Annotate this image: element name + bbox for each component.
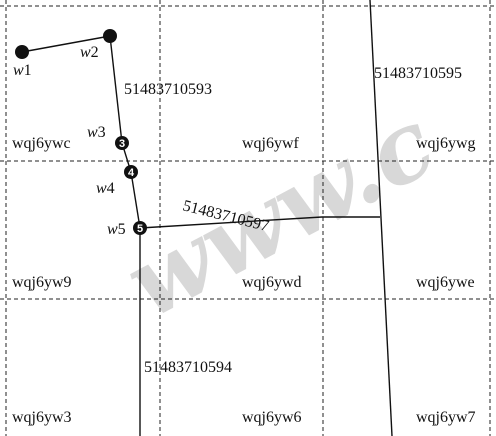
waypoint-label-w5-prefix: w	[107, 221, 118, 238]
cell-label-wqj6ywd: wqj6ywd	[242, 274, 302, 291]
cell-label-wqj6ywg: wqj6ywg	[416, 135, 476, 152]
waypoint-label-w3-num: 3	[98, 124, 106, 141]
waypoint-label-w5: w5	[107, 221, 126, 238]
cell-label-wqj6ywf: wqj6ywf	[242, 135, 300, 152]
road-label-51483710594: 51483710594	[144, 359, 232, 376]
waypoint-label-w3: w3	[87, 124, 106, 141]
grid-cell-labels: wqj6ywc wqj6ywf wqj6ywg wqj6yw9 wqj6ywd …	[12, 135, 476, 426]
waypoint-label-w4-prefix: w	[96, 180, 107, 197]
waypoint-label-w4: w4	[96, 180, 115, 197]
cell-label-wqj6yw7: wqj6yw7	[416, 409, 476, 426]
waypoint-label-w1: w1	[13, 62, 32, 79]
waypoint-w4-marker: 4	[128, 167, 135, 179]
waypoint-w2-dot	[103, 29, 117, 43]
cell-label-wqj6yw9: wqj6yw9	[12, 274, 72, 291]
waypoint-label-w3-prefix: w	[87, 124, 98, 141]
cell-label-wqj6ywc: wqj6ywc	[12, 135, 71, 152]
waypoint-w5-dot	[133, 221, 147, 235]
waypoint-label-w1-prefix: w	[13, 62, 24, 79]
waypoint-label-w2: w2	[80, 44, 99, 61]
waypoint-label-w5-num: 5	[118, 221, 126, 238]
waypoints: 3 4 5	[15, 29, 147, 235]
road-51483710597	[139, 216, 380, 229]
waypoint-w3-dot	[115, 136, 129, 150]
waypoint-w3-marker: 3	[119, 138, 125, 150]
cell-label-wqj6ywe: wqj6ywe	[416, 274, 475, 291]
waypoint-label-w1-num: 1	[24, 62, 32, 79]
waypoint-w4-dot	[124, 165, 138, 179]
waypoint-w1-dot	[15, 45, 29, 59]
watermark: www.c	[108, 86, 453, 341]
waypoint-label-w4-num: 4	[107, 180, 115, 197]
waypoint-labels: w1 w2 w3 w4 w5	[13, 44, 126, 238]
waypoint-label-w2-prefix: w	[80, 44, 91, 61]
road-51483710595	[369, 0, 393, 436]
waypoint-label-w2-num: 2	[91, 44, 99, 61]
cell-label-wqj6yw3: wqj6yw3	[12, 409, 72, 426]
road-51483710593	[21, 35, 141, 229]
waypoint-w5-marker: 5	[137, 223, 143, 235]
road-label-51483710593: 51483710593	[124, 81, 212, 98]
road-label-51483710595: 51483710595	[374, 65, 462, 82]
cell-label-wqj6yw6: wqj6yw6	[242, 409, 302, 426]
